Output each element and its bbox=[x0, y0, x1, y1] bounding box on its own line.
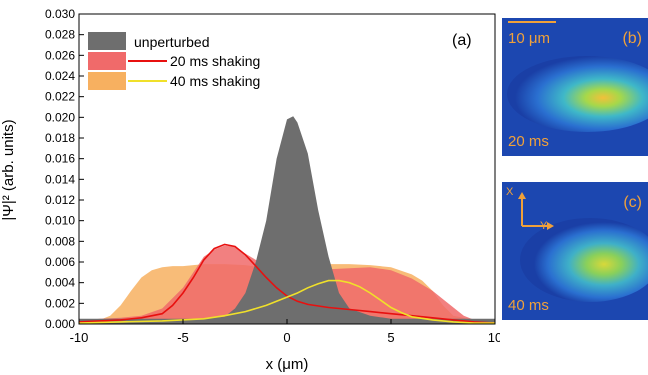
y-tick-label: 0.022 bbox=[45, 90, 75, 104]
axis-label-y: Y bbox=[540, 220, 548, 232]
series-line-40-ms-shaking bbox=[78, 279, 495, 324]
x-tick-label: 10 bbox=[488, 330, 500, 345]
y-tick-label: 0.010 bbox=[45, 214, 75, 228]
panel-time-c: 40 ms bbox=[508, 297, 549, 314]
panel-label-a: (a) bbox=[452, 32, 472, 49]
y-tick-label: 0.000 bbox=[45, 317, 75, 331]
series-layer bbox=[78, 116, 496, 324]
y-tick-label: 0.028 bbox=[45, 28, 75, 42]
y-tick-label: 0.020 bbox=[45, 110, 75, 124]
legend-swatch-40ms bbox=[88, 72, 126, 90]
image-panel-c: X Y (c) 40 ms bbox=[502, 182, 648, 320]
x-tick-label: 0 bbox=[283, 330, 290, 345]
y-tick-label: 0.030 bbox=[45, 7, 75, 21]
y-tick-label: 0.012 bbox=[45, 193, 75, 207]
legend: unperturbed 20 ms shaking 40 ms shaking bbox=[88, 32, 260, 90]
cloud-image-c bbox=[502, 182, 648, 320]
panel-label-b: (b) bbox=[622, 30, 642, 47]
axis-label-x: X bbox=[506, 186, 514, 198]
y-tick-label: 0.006 bbox=[45, 255, 75, 269]
scale-bar bbox=[508, 21, 556, 23]
image-panel-b: 10 μm (b) 20 ms bbox=[502, 18, 648, 156]
x-tick-label: -10 bbox=[70, 330, 89, 345]
y-tick-label: 0.002 bbox=[45, 296, 75, 310]
y-tick-label: 0.008 bbox=[45, 234, 75, 248]
x-axis-title: x (μm) bbox=[266, 356, 309, 373]
y-tick-label: 0.026 bbox=[45, 48, 75, 62]
y-tick-label: 0.018 bbox=[45, 131, 75, 145]
y-tick-label: 0.004 bbox=[45, 276, 75, 290]
legend-label-40ms: 40 ms shaking bbox=[170, 73, 260, 89]
panel-time-b: 20 ms bbox=[508, 133, 549, 150]
cloud-image-b bbox=[502, 18, 648, 156]
y-tick-label: 0.014 bbox=[45, 172, 75, 186]
panel-label-c: (c) bbox=[623, 194, 642, 211]
y-tick-label: 0.016 bbox=[45, 152, 75, 166]
xy-axes-icon bbox=[518, 192, 554, 230]
x-tick-label: 5 bbox=[387, 330, 394, 345]
scale-bar-label: 10 μm bbox=[508, 30, 550, 47]
y-tick-label: 0.024 bbox=[45, 69, 75, 83]
legend-label-20ms: 20 ms shaking bbox=[170, 53, 260, 69]
legend-swatch-unperturbed bbox=[88, 32, 126, 50]
legend-swatch-20ms bbox=[88, 52, 126, 70]
legend-label-unperturbed: unperturbed bbox=[134, 34, 210, 50]
main-chart: -10 -5 0 5 10 0.000 0.002 0.004 0.006 0.008 0.010 0… bbox=[0, 7, 500, 373]
series-line-20-ms-shaking bbox=[78, 243, 496, 324]
y-axis-title: |Ψ|² (arb. units) bbox=[0, 119, 17, 220]
series-fill-unperturbed bbox=[79, 116, 495, 324]
x-tick-label: -5 bbox=[177, 330, 189, 345]
tick-layer: -10 -5 0 5 10 0.000 0.002 0.004 0.006 0.008 0.010 0… bbox=[45, 7, 500, 345]
